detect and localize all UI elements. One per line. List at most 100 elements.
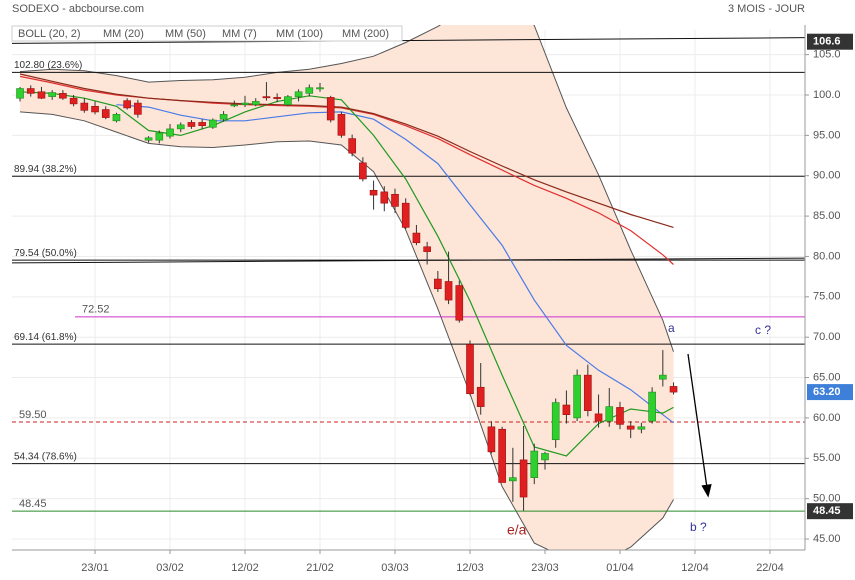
candle-body (476, 386, 485, 407)
candle-body (605, 406, 614, 422)
price-tag-label: 106.6 (813, 36, 841, 48)
price-tag-label: 63.20 (813, 386, 841, 398)
fib-label: 79.54 (50.0%) (14, 248, 77, 259)
y-tick-label: 100.0 (813, 89, 841, 101)
trendline (12, 37, 805, 44)
candle-body (498, 428, 506, 483)
band-lower (19, 111, 674, 550)
candle-body (637, 426, 646, 430)
overlay: 45.00 50.00 55.00 60.00 65.00 70.00 75.00 80.00… (11, 25, 853, 574)
level-label: 48.45 (19, 498, 47, 510)
candle-body (616, 407, 624, 425)
y-tick-label: 65.00 (813, 371, 841, 383)
candle-body (134, 102, 142, 115)
candle-body (359, 162, 367, 180)
candle-body (273, 97, 281, 99)
candle-body (69, 97, 78, 105)
candle-body (230, 104, 239, 107)
candle-body (401, 202, 410, 228)
candle-body (198, 122, 206, 126)
plot-area (12, 25, 805, 550)
y-tick-label: 70.00 (813, 331, 841, 343)
price-tag (807, 384, 853, 401)
y-tick-label: 55.00 (813, 452, 841, 464)
candle-body (455, 285, 464, 321)
candle-body (294, 91, 303, 97)
candle-body (262, 96, 271, 99)
level-label: 59.50 (19, 409, 47, 421)
legend-entry: MM (20) (103, 28, 144, 40)
y-tick-label: 90.00 (813, 170, 841, 182)
candle-body (444, 281, 453, 301)
candle-body (176, 124, 185, 130)
legend-entry: MM (50) (165, 28, 206, 40)
x-tick-label: 12/03 (456, 562, 484, 574)
candle-body (669, 386, 678, 393)
candle-body (434, 278, 442, 290)
y-tick-label: 45.00 (813, 533, 841, 545)
candle-body (412, 232, 421, 244)
x-tick-label: 03/03 (381, 562, 409, 574)
candle-body (626, 425, 635, 430)
candle-body (16, 88, 24, 99)
ma-line (19, 91, 674, 457)
y-tick-label: 95.00 (813, 129, 841, 141)
candle-body (219, 114, 228, 120)
candle-body (466, 344, 474, 395)
legend-entry: MM (100) (276, 28, 323, 40)
candle-body (509, 477, 517, 482)
site-title: SODEXO - abcbourse.com (12, 3, 144, 15)
period: 3 MOIS - JOUR (728, 3, 805, 15)
candle-body (423, 246, 431, 252)
y-tick-label: 80.00 (813, 250, 841, 262)
candle-body (391, 193, 399, 207)
arrow (687, 353, 712, 498)
fib-label: 69.14 (61.8%) (14, 332, 77, 343)
candle-body (91, 105, 99, 113)
candle-body (541, 453, 549, 461)
candle-body (112, 114, 121, 122)
candle-body (241, 102, 249, 105)
candle-body (48, 92, 56, 97)
annotation: b ? (690, 520, 707, 534)
price-tag (807, 503, 853, 520)
annotation: a (668, 321, 675, 335)
legend-box (11, 25, 403, 42)
legend-entry: MM (200) (342, 28, 389, 40)
annotation: e/a (507, 522, 527, 538)
candle-body (648, 391, 656, 422)
candle-body (155, 132, 164, 141)
legend-entry: MM (7) (222, 28, 257, 40)
candle-body (26, 88, 35, 94)
band-upper (19, 25, 674, 352)
trendline (12, 257, 805, 264)
x-tick-label: 23/01 (81, 562, 109, 574)
candle-body (584, 374, 592, 411)
legend-entry: BOLL (20, 2) (18, 28, 81, 40)
candle-body (144, 137, 153, 141)
candle-body (337, 114, 346, 136)
x-tick-label: 21/02 (306, 562, 334, 574)
price-tag (807, 33, 853, 50)
fib-label: 89.94 (38.2%) (14, 164, 77, 175)
candle-body (284, 96, 292, 105)
candle-body (305, 87, 314, 94)
candle-body (187, 122, 196, 127)
x-tick-label: 12/02 (231, 562, 259, 574)
candle-body (316, 87, 324, 90)
candle-body (519, 459, 528, 498)
ma-line (19, 73, 674, 228)
y-tick-label: 75.00 (813, 291, 841, 303)
candle-body (659, 374, 667, 380)
y-tick-label: 105.0 (813, 49, 841, 61)
fib-label: 54.34 (78.6%) (14, 451, 77, 462)
candle-body (348, 138, 356, 154)
price-tag-label: 48.45 (813, 505, 841, 517)
level-label: 72.52 (82, 304, 110, 316)
annotation: c ? (755, 323, 771, 337)
x-tick-label: 23/03 (531, 562, 559, 574)
x-tick-label: 22/04 (756, 562, 784, 574)
